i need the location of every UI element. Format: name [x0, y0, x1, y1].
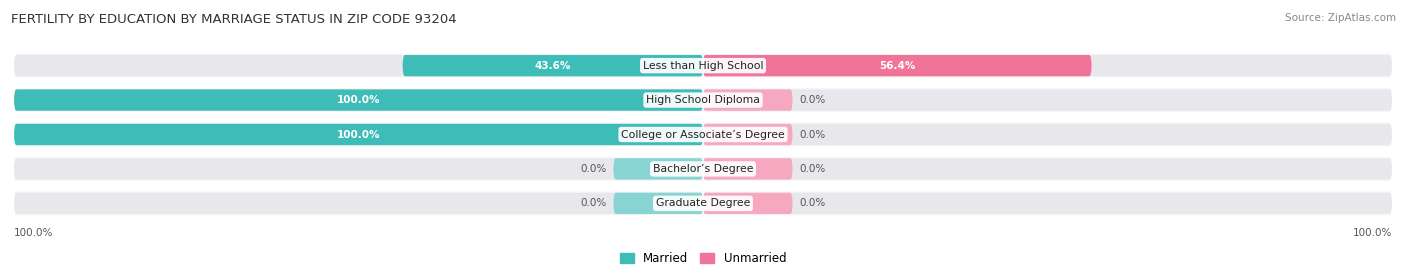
- FancyBboxPatch shape: [703, 193, 1392, 214]
- Text: Less than High School: Less than High School: [643, 61, 763, 71]
- Text: 0.0%: 0.0%: [800, 129, 825, 140]
- Text: 0.0%: 0.0%: [581, 164, 606, 174]
- FancyBboxPatch shape: [14, 89, 703, 111]
- FancyBboxPatch shape: [703, 158, 1392, 180]
- Text: 100.0%: 100.0%: [337, 95, 380, 105]
- FancyBboxPatch shape: [14, 191, 1392, 215]
- FancyBboxPatch shape: [613, 193, 703, 214]
- Text: Bachelor’s Degree: Bachelor’s Degree: [652, 164, 754, 174]
- Text: Graduate Degree: Graduate Degree: [655, 198, 751, 208]
- FancyBboxPatch shape: [14, 89, 703, 111]
- Text: 100.0%: 100.0%: [337, 129, 380, 140]
- FancyBboxPatch shape: [14, 122, 1392, 147]
- FancyBboxPatch shape: [703, 193, 793, 214]
- Text: 0.0%: 0.0%: [800, 198, 825, 208]
- FancyBboxPatch shape: [703, 124, 1392, 145]
- FancyBboxPatch shape: [14, 55, 703, 76]
- Text: 0.0%: 0.0%: [800, 164, 825, 174]
- FancyBboxPatch shape: [14, 157, 1392, 181]
- Text: 43.6%: 43.6%: [534, 61, 571, 71]
- FancyBboxPatch shape: [703, 158, 793, 180]
- Text: 56.4%: 56.4%: [879, 61, 915, 71]
- Text: Source: ZipAtlas.com: Source: ZipAtlas.com: [1285, 13, 1396, 23]
- FancyBboxPatch shape: [14, 54, 1392, 78]
- Text: FERTILITY BY EDUCATION BY MARRIAGE STATUS IN ZIP CODE 93204: FERTILITY BY EDUCATION BY MARRIAGE STATU…: [11, 13, 457, 26]
- FancyBboxPatch shape: [703, 55, 1091, 76]
- FancyBboxPatch shape: [14, 124, 703, 145]
- FancyBboxPatch shape: [703, 124, 793, 145]
- Legend: Married, Unmarried: Married, Unmarried: [614, 247, 792, 269]
- FancyBboxPatch shape: [14, 88, 1392, 112]
- FancyBboxPatch shape: [402, 55, 703, 76]
- Text: 100.0%: 100.0%: [1353, 228, 1392, 238]
- FancyBboxPatch shape: [613, 158, 703, 180]
- Text: 0.0%: 0.0%: [581, 198, 606, 208]
- Text: 100.0%: 100.0%: [14, 228, 53, 238]
- FancyBboxPatch shape: [703, 89, 1392, 111]
- Text: College or Associate’s Degree: College or Associate’s Degree: [621, 129, 785, 140]
- FancyBboxPatch shape: [14, 193, 703, 214]
- Text: 0.0%: 0.0%: [800, 95, 825, 105]
- FancyBboxPatch shape: [14, 124, 703, 145]
- Text: High School Diploma: High School Diploma: [647, 95, 759, 105]
- FancyBboxPatch shape: [14, 158, 703, 180]
- FancyBboxPatch shape: [703, 89, 793, 111]
- FancyBboxPatch shape: [703, 55, 1392, 76]
